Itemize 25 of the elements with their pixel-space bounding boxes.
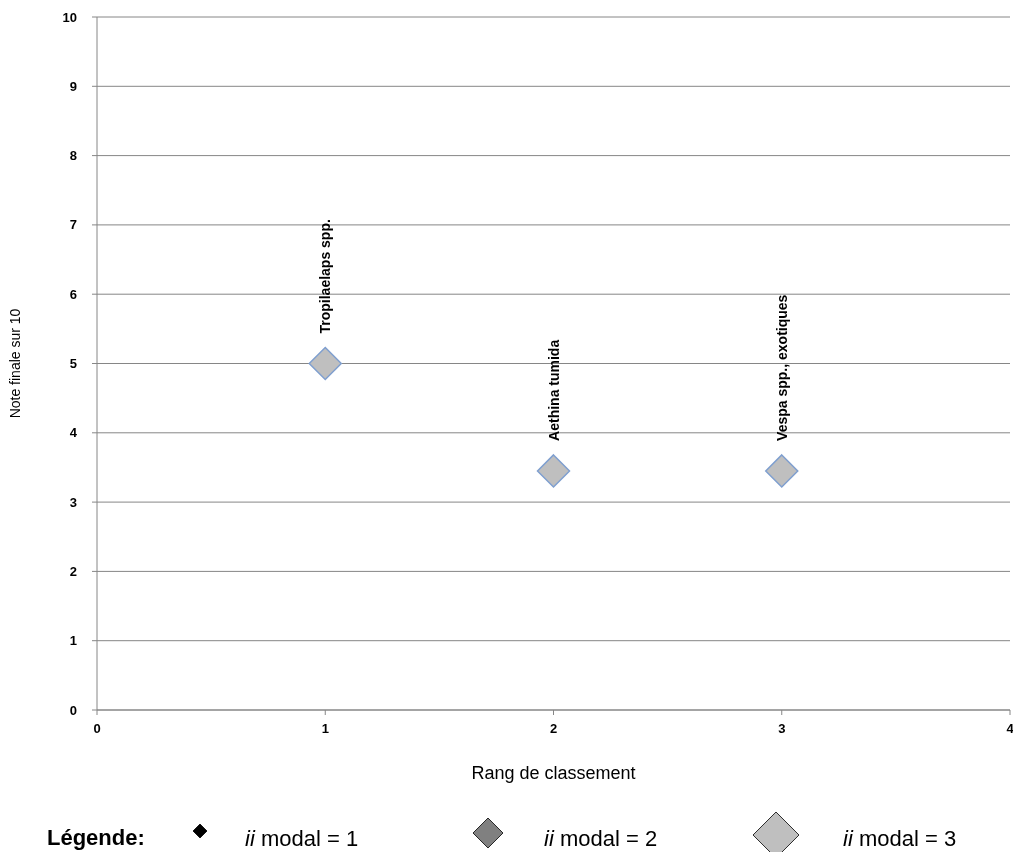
y-tick-label: 10 (62, 9, 77, 25)
y-tick-label: 4 (69, 425, 78, 441)
y-tick-label: 5 (69, 356, 77, 372)
x-tick-label: 3 (778, 721, 786, 736)
x-tick-label: 4 (1006, 721, 1013, 736)
y-tick-label: 0 (69, 702, 77, 718)
x-tick-label: 1 (321, 721, 329, 736)
legend-title: Légende: (47, 825, 145, 850)
y-axis-title: Note finale sur 10 (7, 308, 23, 419)
annotation: Vespa spp., exotiques (773, 294, 790, 441)
y-tick-label: 7 (69, 217, 77, 233)
y-tick-label: 1 (69, 633, 77, 649)
annotation: Tropilaelaps spp. (317, 219, 334, 334)
legend-label: ii modal = 1 (245, 826, 359, 851)
x-tick-label: 0 (93, 721, 101, 736)
annotation: Aethina tumida (545, 339, 562, 441)
y-tick-label: 9 (69, 78, 77, 94)
legend-label: ii modal = 2 (544, 826, 658, 851)
y-tick-label: 6 (69, 286, 77, 302)
x-axis-title: Rang de classement (471, 763, 636, 783)
x-tick-label: 2 (549, 721, 558, 736)
y-tick-label: 3 (69, 494, 77, 510)
y-tick-label: 8 (69, 148, 77, 164)
legend-label: ii modal = 3 (843, 826, 957, 851)
y-tick-label: 2 (69, 563, 77, 579)
